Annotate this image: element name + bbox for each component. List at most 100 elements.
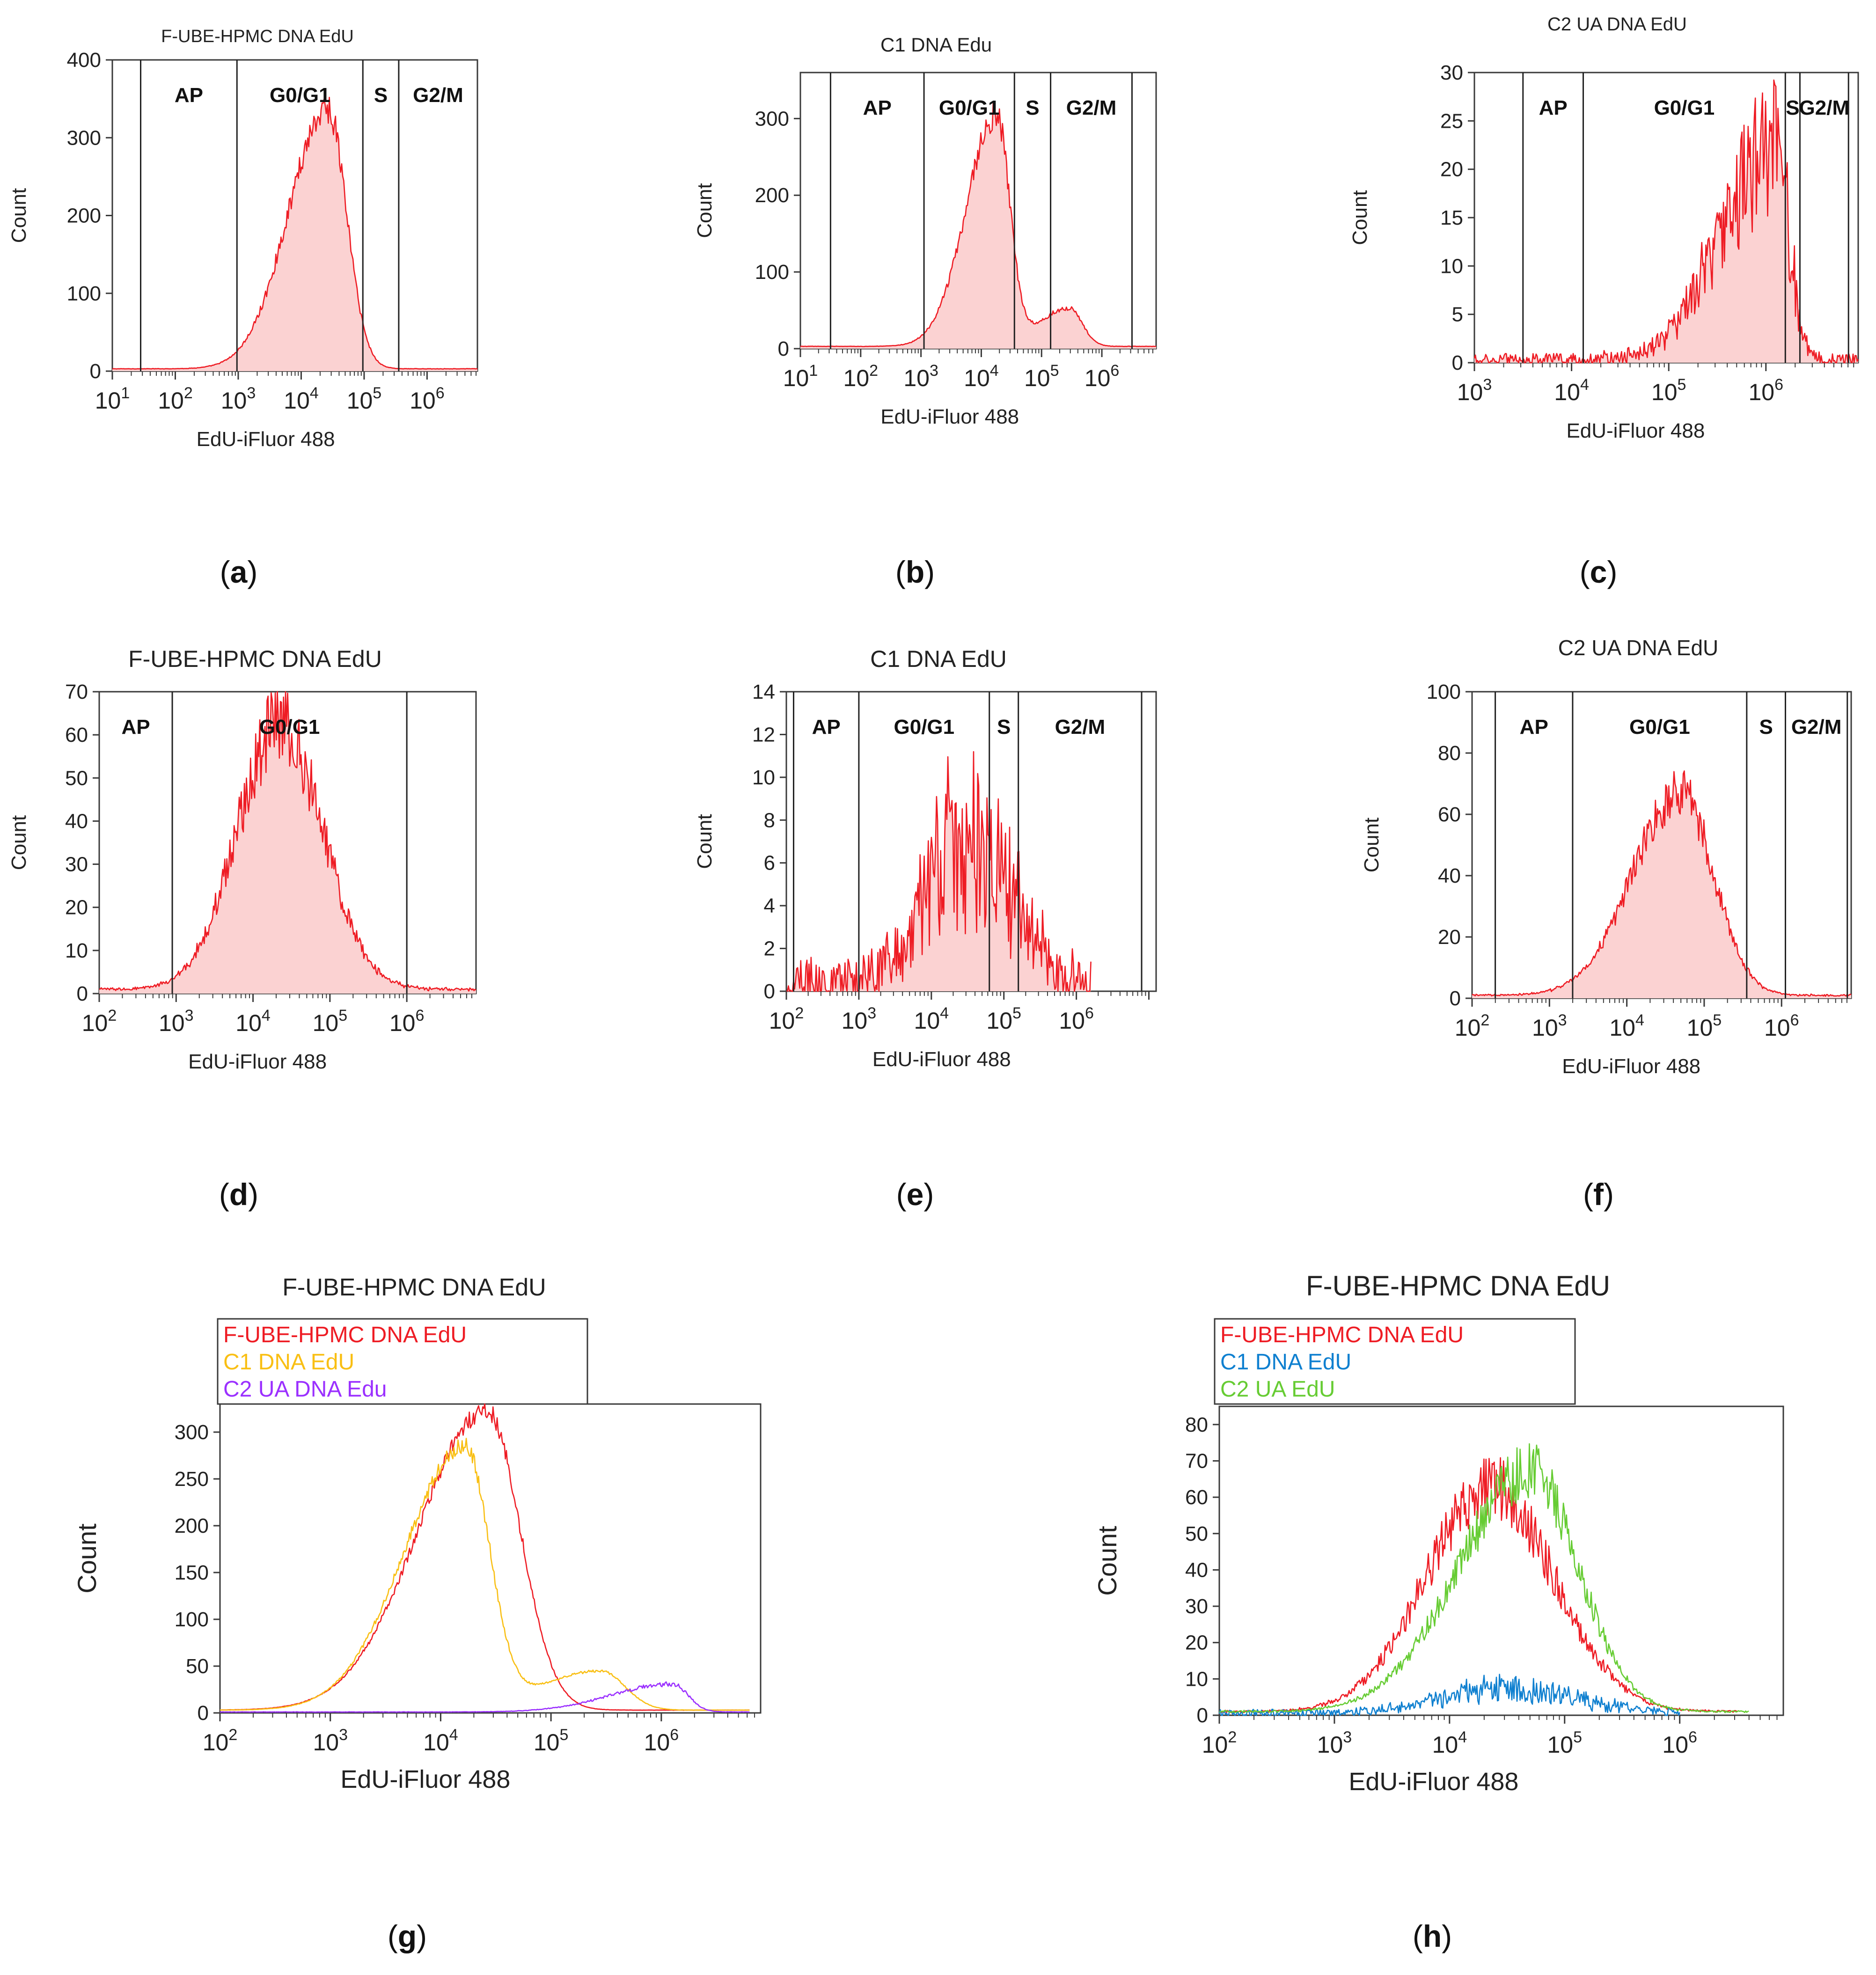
gate-label: AP [121,716,150,739]
y-tick-label: 0 [198,1702,209,1725]
x-axis-label: EdU-iFluor 488 [880,405,1019,428]
x-tick-label: 103 [159,1007,194,1036]
x-tick-label: 104 [964,362,999,391]
histogram-line-1 [99,691,476,992]
chart-panel-h: F-UBE-HPMC DNA EdU F-UBE-HPMC DNA EdU C1 D… [1092,1270,1784,1953]
y-tick-label: 40 [1438,864,1461,887]
chart-title: F-UBE-HPMC DNA EdU [161,27,354,46]
gate-label: S [1759,716,1773,739]
y-tick-label: 2 [764,937,775,960]
x-tick-label: 102 [843,362,879,391]
y-tick-label: 10 [1440,255,1463,278]
gate-label: S [997,716,1011,739]
histogram-line-1 [1472,770,1852,997]
x-tick-label: 106 [389,1007,425,1036]
y-tick-label: 150 [175,1561,209,1584]
gate-label: G2/M [413,84,463,107]
y-tick-label: 50 [65,767,88,790]
y-tick-label: 200 [67,205,101,227]
x-tick-label: 106 [410,384,445,414]
gate-label: G0/G1 [259,716,320,739]
x-tick-label: 102 [158,384,193,414]
panel-label: (g) [388,1919,427,1953]
chart-panel-g: F-UBE-HPMC DNA EdU F-UBE-HPMC DNA EdU C1 D… [72,1274,762,1953]
y-tick-label: 200 [175,1514,209,1537]
x-tick-label: 106 [1662,1728,1697,1758]
legend-entry: F-UBE-HPMC DNA EdU [223,1323,467,1347]
x-tick-label: 101 [95,384,130,414]
y-tick-label: 50 [1185,1522,1208,1545]
chart-title: C2 UA DNA EdU [1558,636,1719,660]
histogram-line-1 [220,1403,750,1711]
x-tick-label: 103 [1457,376,1492,405]
y-axis-label: Count [1360,818,1383,872]
y-axis-label: Count [1092,1526,1122,1596]
y-tick-label: 70 [1185,1449,1208,1472]
y-tick-label: 0 [77,982,88,1005]
x-axis-label: EdU-iFluor 488 [872,1048,1011,1071]
y-tick-label: 100 [175,1608,209,1631]
gate-label: AP [175,84,203,107]
y-tick-label: 60 [65,724,88,746]
x-axis-label: EdU-iFluor 488 [1566,419,1705,442]
chart-title: F-UBE-HPMC DNA EdU [282,1274,546,1301]
panel-label: (c) [1580,555,1618,589]
x-tick-label: 105 [1687,1011,1722,1041]
y-tick-label: 100 [67,282,101,305]
chart-panel-f: C2 UA DNA EdU AP G0/G1 S G2/M 0 20 40 60 80 100 102… [1360,636,1852,1212]
y-tick-label: 0 [764,980,775,1003]
y-tick-label: 50 [186,1655,209,1678]
histogram-line-1 [112,96,478,370]
chart-panel-c: C2 UA DNA EdU AP G0/G1 SG2/M 0 5 10 15 20 25 30 103… [1348,14,1859,589]
x-tick-label: 104 [1432,1728,1467,1758]
svg-text:(c): (c) [1580,555,1618,589]
y-tick-label: 60 [1438,803,1461,826]
y-tick-label: 5 [1452,303,1463,326]
legend-entry: C1 DNA EdU [1220,1350,1351,1375]
y-tick-label: 6 [764,852,775,875]
y-tick-label: 30 [1185,1595,1208,1618]
chart-title: C2 UA DNA EdU [1547,14,1687,35]
y-axis-label: Count [693,814,716,869]
gate-label: AP [863,96,892,119]
y-tick-label: 40 [1185,1558,1208,1581]
histogram-fill [800,103,1156,349]
x-tick-label: 103 [842,1004,877,1034]
y-tick-label: 14 [752,680,775,703]
chart-title: C1 DNA Edu [880,34,992,56]
chart-title: F-UBE-HPMC DNA EdU [128,646,382,672]
y-tick-label: 20 [65,896,88,919]
histogram-fill [786,752,1091,991]
y-tick-label: 30 [65,853,88,876]
x-tick-label: 104 [284,384,319,414]
y-axis-label: Count [7,815,30,870]
y-tick-label: 10 [1185,1668,1208,1690]
svg-text:(a): (a) [220,555,258,589]
x-tick-label: 106 [1764,1011,1799,1041]
x-tick-label: 105 [347,384,382,414]
plot-area [1218,1405,1784,1716]
histogram-line-1 [1473,79,1859,364]
x-tick-label: 105 [1024,362,1059,391]
svg-text:(f): (f) [1583,1177,1614,1212]
gate-label: S [374,84,388,107]
chart-panel-d: F-UBE-HPMC DNA EdU AP G0/G1 0 10 20 30 40 50 60 70… [7,646,477,1212]
histogram-fill [1472,771,1851,998]
y-tick-label: 25 [1440,110,1463,132]
gate-label: G2/M [1066,96,1117,119]
x-axis-label: EdU-iFluor 488 [197,428,335,451]
svg-text:(h): (h) [1413,1919,1452,1953]
histogram-fill [1474,80,1858,363]
legend-box [1214,1318,1576,1405]
x-tick-label: 104 [1554,376,1589,405]
x-tick-label: 103 [903,362,938,391]
x-tick-label: 103 [221,384,256,414]
y-tick-label: 30 [1440,61,1463,84]
x-tick-label: 105 [313,1007,348,1036]
x-axis-label: EdU-iFluor 488 [340,1765,510,1793]
gate-label: AP [1539,96,1568,119]
y-axis-label: Count [1348,190,1371,245]
x-axis-label: EdU-iFluor 488 [1562,1055,1700,1078]
x-tick-label: 103 [1532,1011,1567,1041]
